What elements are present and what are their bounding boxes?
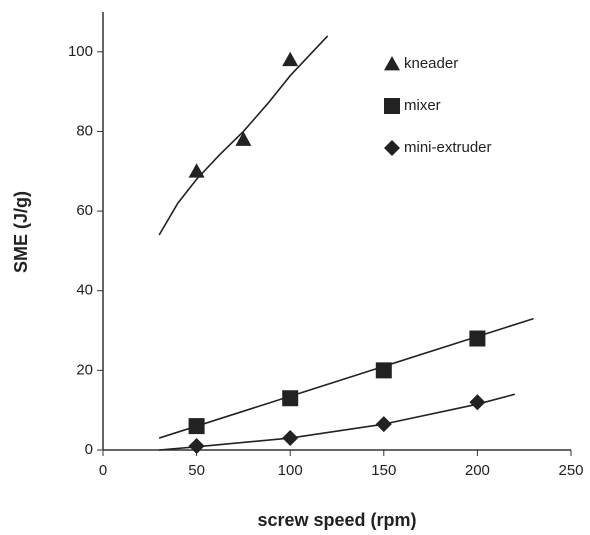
y-tick-label: 80 bbox=[76, 122, 93, 139]
point bbox=[469, 394, 486, 411]
x-tick-label: 100 bbox=[278, 462, 303, 479]
y-tick-label: 20 bbox=[76, 361, 93, 378]
x-tick-label: 0 bbox=[99, 462, 107, 479]
legend-label: mini-extruder bbox=[404, 139, 492, 156]
point bbox=[188, 418, 205, 435]
y-tick-label: 40 bbox=[76, 282, 93, 299]
point bbox=[282, 390, 299, 407]
point bbox=[188, 438, 205, 455]
x-tick-label: 200 bbox=[465, 462, 490, 479]
legend-label: mixer bbox=[404, 97, 441, 114]
point bbox=[282, 430, 299, 447]
point bbox=[469, 330, 486, 347]
legend-marker bbox=[384, 140, 400, 156]
x-tick-label: 150 bbox=[371, 462, 396, 479]
point bbox=[188, 163, 205, 178]
point bbox=[282, 51, 299, 67]
y-tick-label: 0 bbox=[85, 441, 93, 458]
y-tick-label: 100 bbox=[68, 43, 93, 60]
trend-line bbox=[159, 393, 516, 451]
y-tick-label: 60 bbox=[76, 202, 93, 219]
x-tick-label: 50 bbox=[188, 462, 205, 479]
legend-marker bbox=[384, 56, 400, 71]
legend-marker bbox=[384, 98, 400, 114]
legend-label: kneader bbox=[404, 55, 458, 72]
point bbox=[375, 362, 392, 379]
x-tick-label: 250 bbox=[558, 462, 583, 479]
point bbox=[235, 131, 252, 146]
point bbox=[375, 416, 392, 433]
y-axis-title: SME (J/g) bbox=[11, 191, 31, 273]
x-axis-title: screw speed (rpm) bbox=[257, 510, 416, 530]
